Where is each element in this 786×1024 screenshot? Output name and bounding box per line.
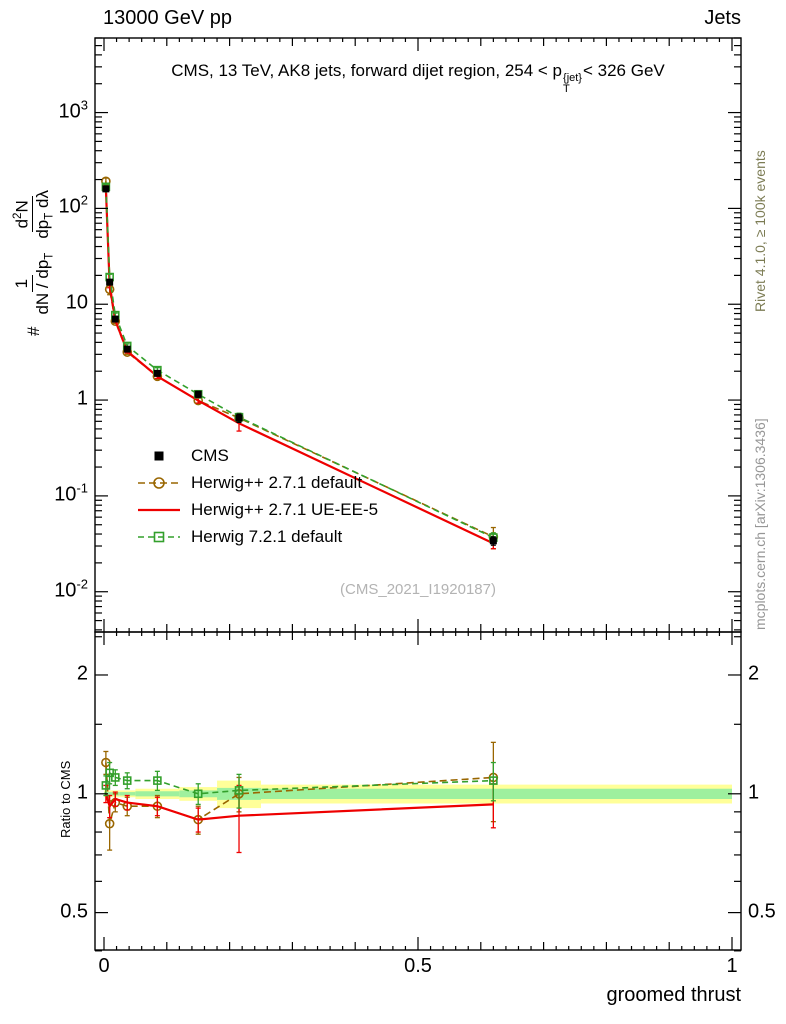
plot-title-pt-scripts: {jet} T (563, 71, 582, 96)
series-main-cms (102, 185, 497, 546)
tick-label: 2 (76, 662, 88, 685)
tick-label: 0.5 (60, 899, 88, 922)
ylabel-f2-den-sub: T (43, 212, 56, 220)
legend-label-herwigpp-default: Herwig++ 2.7.1 default (191, 472, 363, 492)
tick-label: 0.5 (404, 955, 432, 977)
ylabel-fraction-1: 1 dN / dpT (12, 251, 56, 317)
analysis-topic-label: Jets (704, 7, 741, 29)
tick-label: 10-2 (54, 576, 88, 602)
mcplots-reference-label: mcplots.cern.ch [arXiv:1306.3436] (752, 418, 768, 630)
tick-label: 102 (58, 192, 88, 218)
analysis-id-watermark: (CMS_2021_I1920187) (340, 581, 496, 598)
series-ratio-herwig-7-2-1-default (101, 761, 498, 809)
tick-label: 1 (726, 955, 738, 977)
ylabel-f1-den-text: dN / dp (32, 259, 52, 315)
ylabel-f2-num-post: N (12, 200, 32, 213)
ylabel-fraction-2: d2N dpT dλ (12, 188, 57, 241)
ylabel-f2-num: d2N (12, 196, 34, 233)
x-axis-label: groomed thrust (606, 984, 741, 1006)
main-y-axis-label: # 1 dN / dpT d2N dpT dλ (12, 188, 57, 336)
tick-label: 1 (748, 781, 760, 804)
plot-title: CMS, 13 TeV, AK8 jets, forward dijet reg… (171, 61, 665, 96)
ylabel-prefix: # (24, 326, 44, 336)
ylabel-f2-num-d: d (12, 218, 32, 229)
tick-label: 2 (748, 662, 760, 685)
ylabel-f1-den: dN / dpT (33, 251, 57, 317)
ylabel-f2-den-text: dp (33, 219, 53, 239)
tick-label: 1 (76, 387, 88, 410)
tick-label: 0.5 (748, 899, 776, 922)
ratio-panel-frame (94, 631, 742, 951)
ylabel-f2-den: dpT dλ (33, 188, 57, 241)
legend-label-herwigpp-ueee5: Herwig++ 2.7.1 UE-EE-5 (191, 499, 379, 519)
tick-label: 103 (58, 96, 88, 122)
legend: CMS Herwig++ 2.7.1 default Herwig++ 2.7.… (136, 442, 378, 550)
ylabel-f2-num-sup: 2 (12, 212, 24, 219)
tick-label: 10 (65, 291, 88, 314)
tick-label: 10-1 (54, 480, 88, 506)
legend-marker-herwigpp-ueee5-icon (138, 508, 180, 511)
ylabel-f1-num: 1 (12, 274, 33, 293)
beam-energy-label: 13000 GeV pp (103, 7, 232, 29)
legend-label-herwig7-default: Herwig 7.2.1 default (191, 526, 343, 546)
rivet-version-label: Rivet 4.1.0, ≥ 100k events (752, 150, 768, 312)
legend-item-herwigpp-default: Herwig++ 2.7.1 default (136, 469, 378, 496)
legend-marker-cms-icon (154, 451, 164, 460)
ratio-y-axis-label: Ratio to CMS (58, 760, 73, 838)
legend-label-cms: CMS (191, 445, 229, 465)
legend-item-herwig7-default: Herwig 7.2.1 default (136, 523, 378, 550)
plot-title-sup: {jet} (563, 71, 582, 84)
legend-marker-herwigpp-default-icon (138, 476, 180, 489)
ylabel-f1-den-sub: T (43, 252, 56, 260)
plot-title-pre: CMS, 13 TeV, AK8 jets, forward dijet reg… (171, 61, 563, 80)
legend-item-cms: CMS (136, 442, 378, 469)
legend-item-herwigpp-ueee5: Herwig++ 2.7.1 UE-EE-5 (136, 496, 378, 523)
tick-label: 1 (76, 781, 88, 804)
legend-marker-herwig7-default-icon (138, 531, 180, 542)
plot-title-post: < 326 GeV (582, 61, 665, 80)
tick-label: 0 (98, 955, 110, 977)
plot-title-sub: T (563, 83, 570, 96)
ylabel-f2-den-post: dλ (33, 189, 53, 213)
